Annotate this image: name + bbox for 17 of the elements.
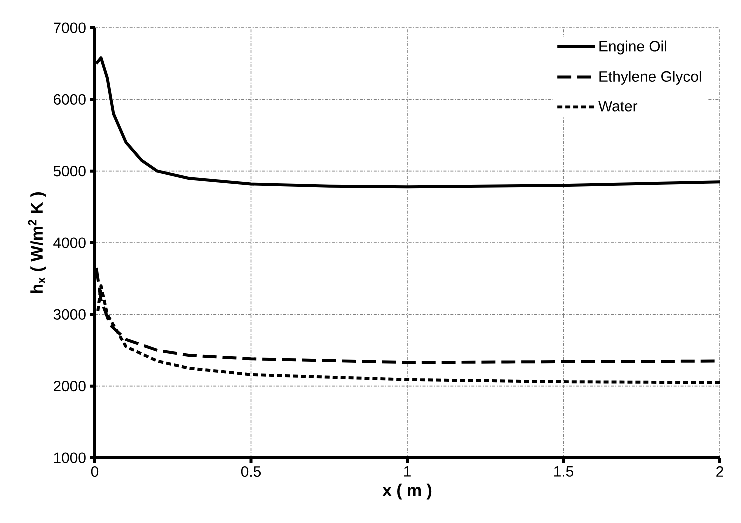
x-tick-label: 2 xyxy=(716,466,724,477)
y-tick-label: 7000 xyxy=(54,22,86,34)
legend-label: Engine Oil xyxy=(600,40,666,55)
y-tick-label: 1000 xyxy=(54,452,86,464)
x-tick-label: 0 xyxy=(91,466,99,478)
x-tick-label: 0.5 xyxy=(241,466,262,478)
y-tick-label: 3000 xyxy=(54,309,86,320)
y-tick-label: 4000 xyxy=(54,238,86,248)
legend-label: Ethylene Glycol xyxy=(600,71,702,85)
y-axis-title: h$_{x}$ ( W/m$^{2}$ K ) xyxy=(28,192,46,294)
x-tick-label: 1 xyxy=(404,466,411,477)
x-axis-title: x ( m ) xyxy=(382,484,432,500)
y-tick-label: 2000 xyxy=(54,381,86,392)
x-tick-label: 1.5 xyxy=(554,466,574,477)
y-tick-label: 6000 xyxy=(54,94,86,105)
y-tick-label: 5000 xyxy=(54,166,86,177)
legend-label: Water xyxy=(598,101,638,112)
